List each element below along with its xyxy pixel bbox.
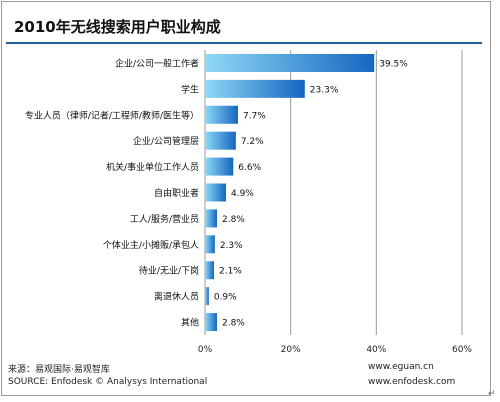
data-label: 2.8%: [222, 319, 245, 329]
bar: [205, 157, 234, 176]
category-label: 企业/公司管理层: [133, 135, 199, 147]
data-label: 2.1%: [219, 267, 242, 277]
bar: [205, 261, 214, 280]
tick-layer: 0% 20% 40% 60%: [198, 345, 473, 355]
data-label: 23.3%: [310, 85, 339, 95]
bar-layer: [205, 53, 375, 332]
bar: [205, 287, 209, 306]
bar: [205, 183, 226, 202]
return-mark: ↵: [488, 389, 496, 399]
site-url-enfodesk: www.enfodesk.com: [368, 377, 456, 387]
bar: [205, 105, 238, 124]
category-label: 企业/公司一般工作者: [115, 57, 199, 69]
source-cn: 来源：易观国际·易观智库: [8, 365, 110, 375]
data-label: 4.9%: [231, 189, 254, 199]
category-label: 自由职业者: [154, 187, 199, 199]
x-tick-label: 0%: [198, 345, 213, 355]
data-label: 7.2%: [241, 137, 264, 147]
title-rule: [6, 42, 482, 44]
bar: [205, 313, 217, 332]
label-layer: 企业/公司一般工作者 39.5% 学生 23.3% 专业人员（律师/记者/工程师/教师/…: [25, 57, 408, 328]
bar: [205, 131, 236, 150]
category-label: 个体业主/小摊贩/承包人: [103, 239, 199, 251]
bar: [205, 209, 217, 228]
data-label: 2.8%: [222, 215, 245, 225]
data-label: 7.7%: [243, 111, 266, 121]
data-label: 6.6%: [238, 163, 261, 173]
x-tick-label: 40%: [366, 345, 386, 355]
data-label: 39.5%: [379, 59, 408, 69]
site-url-eguan: www.eguan.cn: [368, 362, 434, 372]
x-tick-label: 20%: [281, 345, 301, 355]
data-label: 0.9%: [214, 293, 237, 303]
category-label: 学生: [181, 83, 199, 95]
bar: [205, 53, 375, 72]
chart-title: 2010年无线搜索用户职业构成: [14, 18, 221, 36]
category-label: 离退休人员: [154, 291, 199, 303]
source-en: SOURCE: Enfodesk © Analysys Internationa…: [8, 377, 208, 387]
category-label: 机关/事业单位工作人员: [106, 161, 199, 173]
data-label: 2.3%: [220, 241, 243, 251]
bar: [205, 235, 215, 254]
bar: [205, 79, 305, 98]
x-tick-label: 60%: [452, 345, 472, 355]
category-label: 专业人员（律师/记者/工程师/教师/医生等）: [25, 109, 199, 121]
category-label: 待业/无业/下岗: [139, 265, 199, 277]
category-label: 其他: [181, 317, 199, 329]
category-label: 工人/服务/营业员: [130, 213, 199, 225]
